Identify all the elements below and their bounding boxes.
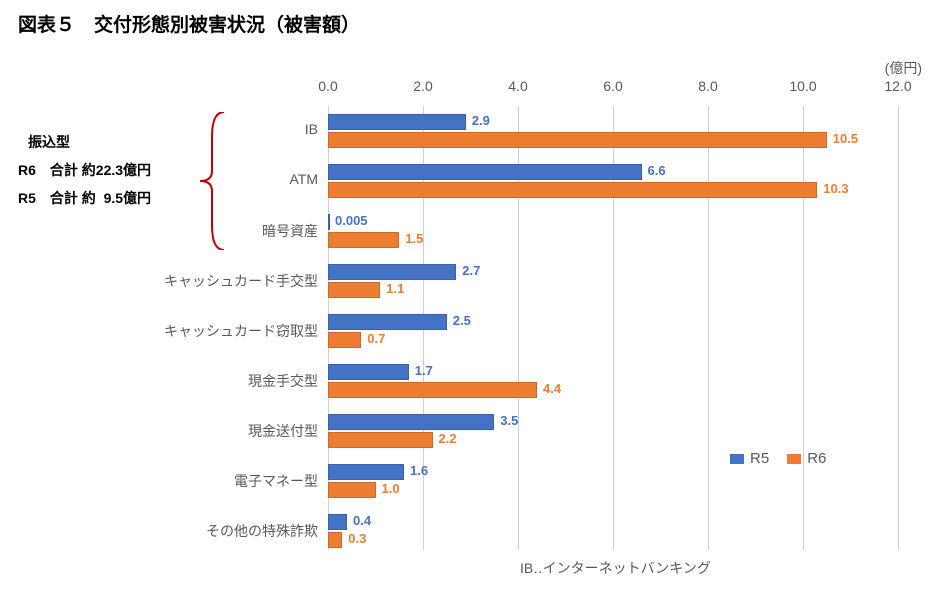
value-label: 0.7 xyxy=(367,331,385,346)
bar-R6 xyxy=(328,232,399,248)
bar-R6 xyxy=(328,132,827,148)
legend-label: R5 xyxy=(750,450,769,467)
bar-R5 xyxy=(328,214,330,230)
x-tick-label: 6.0 xyxy=(593,78,633,94)
bar-R5 xyxy=(328,164,642,180)
value-label: 0.005 xyxy=(335,213,368,228)
value-label: 2.9 xyxy=(472,113,490,128)
bar-R6 xyxy=(328,282,380,298)
legend-label: R6 xyxy=(807,450,826,467)
grid-line xyxy=(898,106,899,550)
x-tick-label: 8.0 xyxy=(688,78,728,94)
value-label: 0.4 xyxy=(353,513,371,528)
bar-R6 xyxy=(328,182,817,198)
bar-R5 xyxy=(328,314,447,330)
value-label: 1.0 xyxy=(382,481,400,496)
bar-R5 xyxy=(328,264,456,280)
category-label: 暗号資産 xyxy=(118,221,318,241)
value-label: 2.5 xyxy=(453,313,471,328)
legend-swatch xyxy=(730,454,744,464)
category-label: キャッシュカード手交型 xyxy=(118,271,318,291)
legend-item: R6 xyxy=(787,450,826,467)
chart-title: 図表５ 交付形態別被害状況（被害額） xyxy=(18,10,360,37)
category-label: 電子マネー型 xyxy=(118,471,318,491)
bar-R5 xyxy=(328,114,466,130)
bar-R6 xyxy=(328,382,537,398)
annotation-r5: R5 合計 約 9.5億円 xyxy=(18,188,151,208)
value-label: 4.4 xyxy=(543,381,561,396)
category-label: ATM xyxy=(118,171,318,187)
value-label: 2.7 xyxy=(462,263,480,278)
legend: R5 R6 xyxy=(730,450,826,467)
legend-swatch xyxy=(787,454,801,464)
annotation-top: 振込型 xyxy=(28,132,70,152)
value-label: 0.3 xyxy=(348,531,366,546)
value-label: 3.5 xyxy=(500,413,518,428)
bar-R5 xyxy=(328,414,494,430)
x-tick-label: 0.0 xyxy=(308,78,348,94)
category-label: その他の特殊詐欺 xyxy=(118,521,318,541)
value-label: 1.1 xyxy=(386,281,404,296)
bar-R5 xyxy=(328,364,409,380)
bar-R5 xyxy=(328,514,347,530)
value-label: 1.5 xyxy=(405,231,423,246)
value-label: 2.2 xyxy=(439,431,457,446)
legend-item: R5 xyxy=(730,450,769,467)
value-label: 6.6 xyxy=(648,163,666,178)
category-label: IB xyxy=(118,121,318,137)
value-label: 1.7 xyxy=(415,363,433,378)
bar-R6 xyxy=(328,332,361,348)
bar-R5 xyxy=(328,464,404,480)
category-label: 現金送付型 xyxy=(118,421,318,441)
x-tick-label: 10.0 xyxy=(783,78,823,94)
bar-R6 xyxy=(328,482,376,498)
category-label: 現金手交型 xyxy=(118,371,318,391)
category-label: キャッシュカード窃取型 xyxy=(118,321,318,341)
unit-label: (億円) xyxy=(885,58,922,78)
x-tick-label: 2.0 xyxy=(403,78,443,94)
grid-line xyxy=(708,106,709,550)
footnote: IB‥インターネットバンキング xyxy=(520,558,711,578)
x-tick-label: 12.0 xyxy=(878,78,918,94)
bar-R6 xyxy=(328,532,342,548)
grid-line xyxy=(803,106,804,550)
x-tick-label: 4.0 xyxy=(498,78,538,94)
value-label: 10.5 xyxy=(833,131,858,146)
bar-chart: 0.02.04.06.08.010.012.0IB2.910.5ATM6.610… xyxy=(328,100,898,550)
value-label: 10.3 xyxy=(823,181,848,196)
value-label: 1.6 xyxy=(410,463,428,478)
bar-R6 xyxy=(328,432,433,448)
